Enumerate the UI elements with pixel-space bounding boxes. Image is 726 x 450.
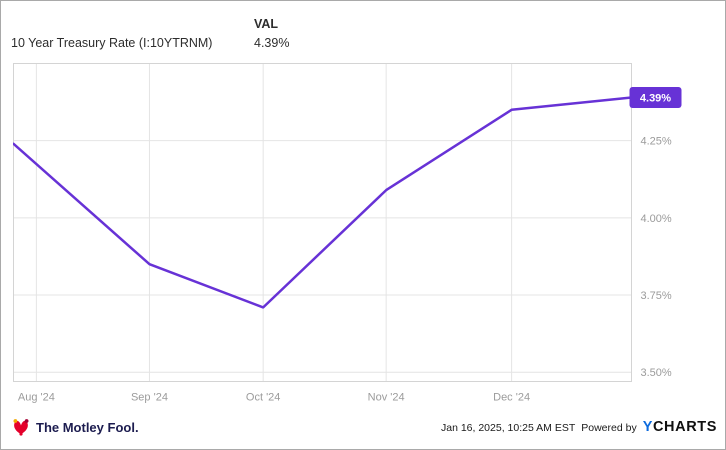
svg-text:Aug '24: Aug '24: [18, 392, 55, 404]
line-chart: Aug '24 Sep '24 Oct '24 Nov '24 Dec '24 4.25%…: [13, 63, 682, 404]
timestamp: Jan 16, 2025, 10:25 AM EST: [440, 422, 576, 434]
footer: The Motley Fool. Jan 16, 2025, 10:25 AM …: [11, 413, 717, 441]
svg-text:4.00%: 4.00%: [641, 213, 672, 225]
svg-text:Oct '24: Oct '24: [246, 392, 281, 404]
val-column-header: VAL: [254, 17, 279, 31]
chart-title: 10 Year Treasury Rate (I:10YTRNM): [11, 36, 213, 50]
motley-fool-wordmark: The Motley Fool.: [36, 419, 139, 435]
svg-text:4.39%: 4.39%: [640, 92, 671, 104]
val-current-value: 4.39%: [254, 36, 290, 50]
svg-text:Nov '24: Nov '24: [368, 392, 405, 404]
jester-hat-icon: [13, 419, 29, 436]
motley-fool-logo: The Motley Fool.: [11, 417, 139, 437]
attribution: Jan 16, 2025, 10:25 AM EST Powered by YC…: [441, 419, 717, 435]
svg-text:3.75%: 3.75%: [641, 290, 672, 302]
svg-text:3.50%: 3.50%: [641, 367, 672, 379]
ycharts-y: Y: [642, 419, 653, 435]
powered-by-label: Powered by: [581, 422, 637, 434]
svg-text:Sep '24: Sep '24: [131, 392, 168, 404]
svg-text:4.25%: 4.25%: [641, 136, 672, 148]
ycharts-charts: CHARTS: [652, 419, 717, 435]
svg-text:Dec '24: Dec '24: [493, 392, 530, 404]
ycharts-logo: YCHARTS: [643, 419, 717, 435]
